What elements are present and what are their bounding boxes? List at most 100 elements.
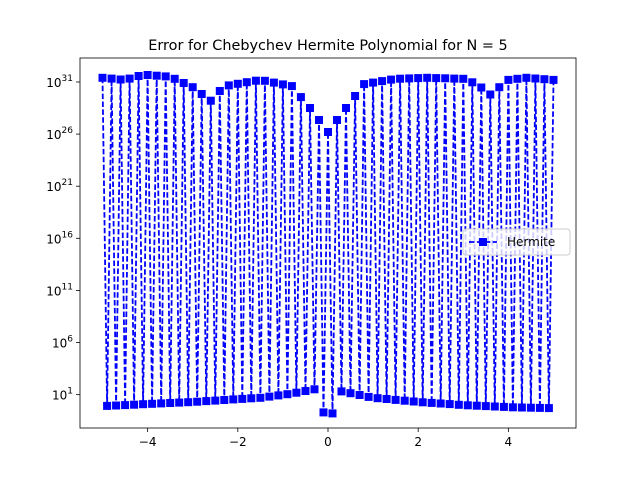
y-tick-label-base: 10 [52, 389, 67, 403]
data-point [481, 402, 490, 411]
data-point [355, 391, 364, 399]
data-point [170, 74, 179, 83]
y-tick-label-base: 10 [52, 337, 67, 351]
y-tick-label-base: 10 [46, 128, 61, 142]
series-line [101, 74, 555, 414]
data-point [319, 408, 328, 417]
data-point [409, 397, 418, 406]
data-point [143, 71, 152, 79]
data-point [161, 72, 170, 81]
data-point [360, 80, 369, 89]
data-point [197, 90, 206, 98]
y-tick-label-base: 10 [46, 180, 61, 194]
data-point [247, 394, 256, 403]
y-tick-label-base: 10 [46, 76, 61, 90]
data-point [382, 395, 391, 403]
data-point [265, 392, 274, 401]
data-point [139, 400, 148, 409]
data-point [535, 403, 544, 412]
data-point [472, 401, 481, 410]
data-point [441, 74, 450, 83]
data-point [337, 387, 346, 396]
data-point [134, 72, 143, 80]
x-tick-label: 4 [505, 435, 513, 449]
data-point [486, 90, 495, 99]
data-point [351, 92, 360, 100]
data-point [369, 78, 378, 87]
data-point [414, 74, 423, 83]
data-point [256, 393, 265, 402]
x-tick-label: 2 [414, 435, 422, 449]
data-point [202, 397, 211, 406]
data-point [306, 104, 314, 112]
data-point [193, 397, 202, 406]
data-point [504, 75, 513, 84]
data-point [220, 396, 229, 404]
plot-area [79, 57, 577, 429]
legend-box [462, 228, 571, 256]
data-point [157, 399, 166, 408]
data-point [238, 394, 247, 403]
data-point [324, 128, 332, 136]
data-point [274, 391, 283, 400]
data-point [98, 73, 107, 82]
data-point [517, 403, 526, 412]
y-tick-label-exponent: 26 [62, 126, 74, 136]
data-point [346, 389, 355, 398]
data-point [436, 399, 445, 408]
data-point [387, 75, 396, 84]
y-tick-label-exponent: 16 [62, 230, 74, 240]
data-point [116, 75, 125, 84]
legend-marker [479, 238, 487, 246]
x-tick-label: −2 [229, 435, 247, 449]
y-tick-label: 101 [52, 387, 73, 403]
data-point [526, 403, 535, 412]
data-point [179, 79, 188, 87]
x-axis: −4 −2 0 2 4 [139, 428, 512, 449]
x-tick-label: 0 [324, 435, 332, 449]
data-point [405, 74, 414, 83]
data-point [315, 116, 323, 124]
data-point [283, 390, 292, 399]
chart-title: Error for Chebychev Hermite Polynomial f… [148, 38, 507, 54]
data-point [148, 399, 157, 408]
data-point [508, 403, 517, 412]
y-tick-label-base: 10 [46, 232, 61, 246]
data-point [423, 73, 432, 82]
data-point [206, 96, 215, 105]
y-tick-label-exponent: 11 [62, 282, 73, 292]
data-point [391, 395, 400, 404]
y-tick-label: 1011 [46, 282, 73, 298]
data-point [513, 74, 522, 83]
data-point [112, 401, 121, 410]
data-point [522, 73, 531, 82]
data-point [130, 400, 139, 409]
legend: Hermite [462, 228, 571, 256]
data-point [310, 385, 319, 394]
data-point [229, 395, 238, 404]
y-tick-label: 1031 [46, 74, 73, 90]
data-point [328, 409, 337, 418]
data-point [499, 402, 508, 411]
data-point [463, 401, 472, 410]
data-point [418, 398, 427, 407]
y-tick-label: 1026 [46, 126, 73, 142]
data-point [549, 75, 558, 84]
data-point [292, 388, 301, 397]
data-point [459, 74, 468, 83]
y-tick-label-exponent: 6 [67, 335, 73, 345]
data-point [445, 400, 454, 409]
data-point [103, 401, 112, 410]
legend-label-hermite: Hermite [507, 235, 555, 249]
data-point [251, 76, 260, 85]
y-tick-label: 106 [52, 335, 73, 351]
data-point [260, 76, 269, 85]
data-point [233, 79, 242, 88]
data-point [364, 392, 373, 401]
data-point [211, 396, 220, 405]
data-point [342, 104, 350, 112]
data-point [107, 74, 116, 83]
y-tick-label: 1021 [46, 178, 73, 194]
